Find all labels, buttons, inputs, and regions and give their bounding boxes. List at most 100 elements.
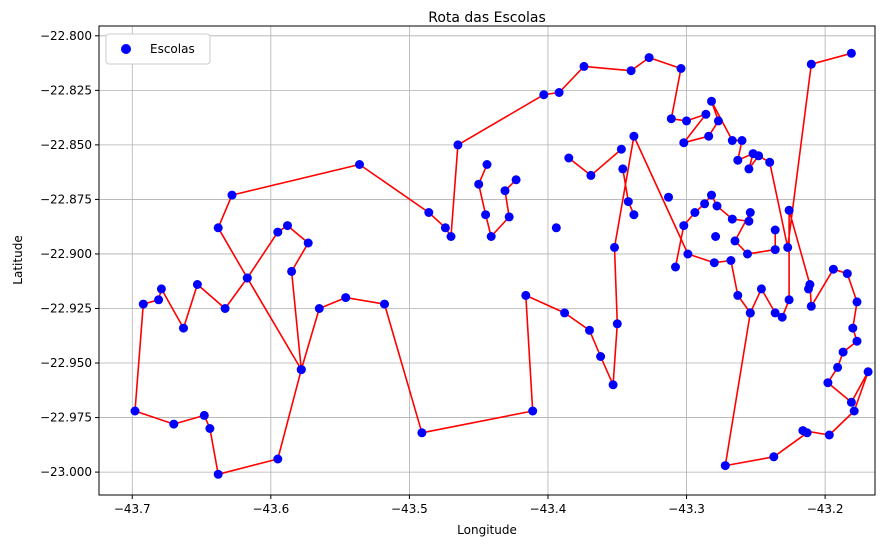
- school-point: [296, 365, 306, 375]
- y-tick-label: −22.950: [40, 356, 92, 370]
- school-point: [213, 469, 223, 479]
- school-point: [664, 192, 673, 202]
- school-point: [748, 149, 758, 159]
- school-point: [528, 406, 538, 416]
- school-point: [833, 362, 843, 372]
- route-segment: [747, 248, 776, 255]
- school-point: [727, 214, 737, 224]
- school-point: [579, 61, 589, 71]
- school-point: [616, 144, 626, 154]
- school-point: [644, 53, 654, 63]
- school-point: [765, 157, 775, 167]
- school-point: [380, 299, 389, 309]
- school-point: [273, 227, 283, 237]
- plot-area: [99, 26, 875, 495]
- school-point: [227, 190, 237, 200]
- school-point: [707, 190, 716, 200]
- y-tick-label: −22.825: [40, 83, 92, 97]
- route-segment: [568, 157, 592, 177]
- school-point: [700, 199, 710, 209]
- school-point: [770, 308, 780, 318]
- school-point: [446, 232, 456, 241]
- school-point: [852, 336, 862, 346]
- school-point: [711, 232, 721, 241]
- route-segment: [590, 148, 622, 177]
- school-point: [482, 160, 492, 169]
- chart-title: Rota das Escolas: [428, 10, 546, 26]
- school-point: [608, 380, 618, 390]
- school-point: [154, 295, 164, 305]
- y-tick-label: −22.875: [40, 192, 92, 206]
- school-point: [701, 109, 711, 119]
- legend: Escolas: [105, 33, 211, 65]
- school-point: [727, 136, 737, 145]
- school-point: [806, 301, 816, 311]
- school-point: [713, 116, 723, 126]
- legend-marker: [121, 44, 131, 54]
- route-segment: [622, 168, 630, 202]
- x-tick-label: −43.6: [252, 502, 289, 516]
- school-point: [852, 297, 862, 307]
- school-point: [743, 249, 752, 259]
- x-tick-label: −43.3: [668, 502, 705, 516]
- school-point: [730, 236, 740, 246]
- school-point: [560, 308, 570, 318]
- school-point: [539, 90, 549, 100]
- school-point: [744, 164, 754, 174]
- school-point: [130, 406, 140, 416]
- school-point: [474, 179, 484, 189]
- school-point: [341, 293, 351, 303]
- school-points: [130, 48, 873, 479]
- school-point: [848, 323, 858, 333]
- y-tick-label: −22.800: [40, 29, 92, 43]
- school-point: [683, 249, 693, 259]
- school-point: [704, 131, 714, 141]
- y-axis-label: Latitude: [11, 235, 25, 284]
- school-point: [744, 216, 754, 226]
- school-point: [612, 319, 622, 329]
- school-point: [679, 221, 689, 231]
- school-point: [838, 347, 848, 357]
- school-point: [314, 304, 324, 313]
- school-point: [242, 273, 252, 283]
- school-point: [626, 66, 636, 76]
- school-point: [156, 284, 166, 294]
- school-point: [828, 264, 838, 274]
- plot-frame: [98, 25, 876, 496]
- school-point: [733, 155, 743, 165]
- school-point: [783, 242, 793, 252]
- school-point: [863, 367, 873, 377]
- school-point: [623, 197, 633, 207]
- school-point: [440, 223, 450, 233]
- school-point: [417, 428, 427, 438]
- school-point: [629, 210, 639, 220]
- school-point: [709, 258, 719, 268]
- school-point: [283, 221, 292, 231]
- school-point: [690, 208, 700, 217]
- school-point: [199, 410, 209, 420]
- school-point: [682, 116, 691, 126]
- school-point: [303, 238, 313, 248]
- school-point: [511, 175, 521, 185]
- school-point: [842, 269, 852, 279]
- school-point: [824, 430, 834, 440]
- school-point: [712, 201, 722, 211]
- school-point: [220, 304, 230, 313]
- school-point: [273, 454, 283, 464]
- y-tick-label: −22.900: [40, 247, 92, 261]
- school-point: [179, 323, 188, 333]
- route-segment: [477, 183, 487, 215]
- y-tick-label: −23.000: [40, 465, 92, 479]
- school-point: [618, 164, 628, 174]
- school-point: [769, 452, 779, 462]
- x-axis-label: Longitude: [457, 523, 517, 537]
- school-point: [846, 397, 856, 407]
- school-point: [770, 245, 780, 255]
- school-point: [554, 88, 564, 97]
- school-point: [707, 96, 716, 106]
- school-point: [679, 138, 689, 148]
- school-point: [671, 262, 680, 272]
- school-point: [481, 210, 491, 220]
- x-tick-label: −43.4: [530, 502, 567, 516]
